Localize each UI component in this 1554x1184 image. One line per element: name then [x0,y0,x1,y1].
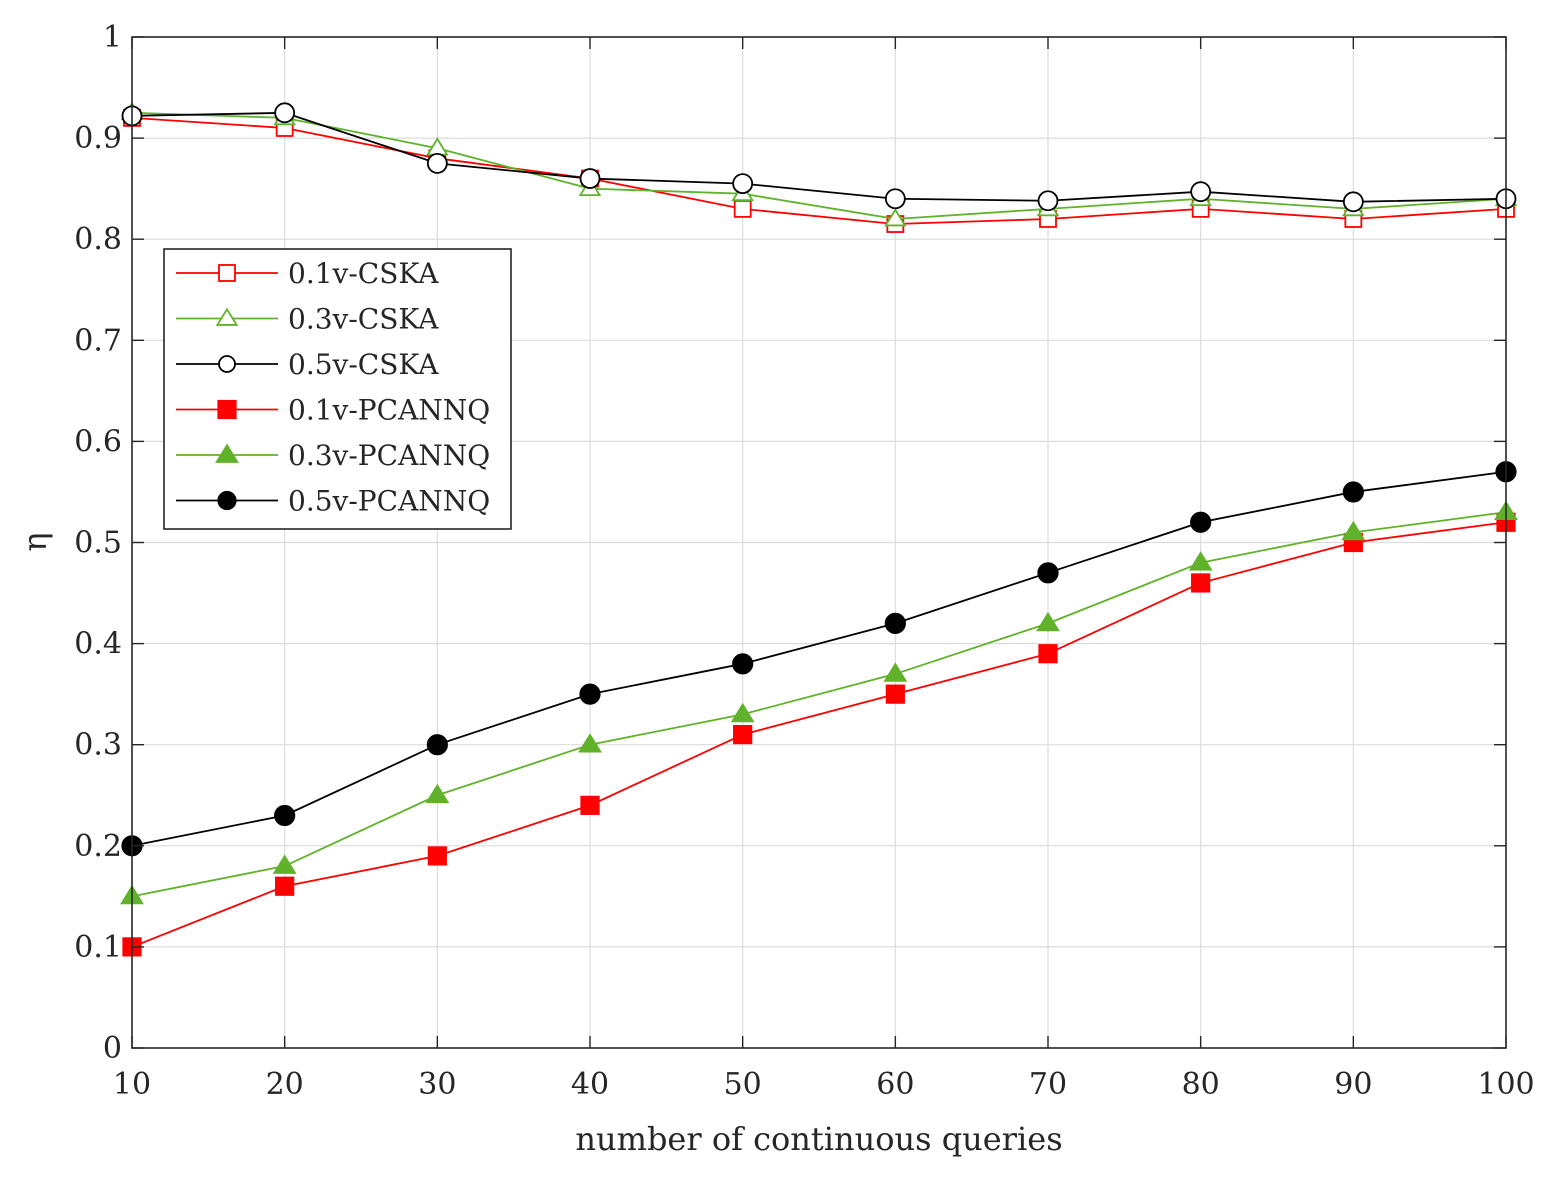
x-axis-label: number of continuous queries [575,1120,1062,1158]
x-tick-label: 20 [266,1067,304,1102]
data-point [1037,190,1059,212]
y-tick-label: 0.1 [74,930,122,965]
y-tick-label: 0.7 [74,323,122,358]
legend: 0.1v-CSKA 0.3v-CSKA 0.5v-CSKA 0.1v-PCANNQ 0.… [163,248,512,530]
y-tick-label: 0.4 [74,627,122,662]
legend-item: 0.3v-CSKA [176,303,439,336]
x-tick-label: 70 [1029,1067,1067,1102]
x-tick-label: 90 [1334,1067,1372,1102]
legend-marker [215,443,239,463]
data-point [426,734,448,756]
series-line [131,111,1507,220]
legend-label: 0.5v-CSKA [288,348,439,381]
series-line [131,511,1507,898]
data-point [1342,191,1364,213]
legend-item: 0.1v-PCANNQ [176,394,490,427]
y-tick-label: 0.8 [74,222,122,257]
series-0.5v-CSKA [121,102,1517,213]
data-point [272,854,297,874]
data-point [1190,511,1212,533]
legend-box [163,248,512,530]
data-point [425,783,450,804]
legend-marker [215,307,239,326]
legend-label: 0.3v-PCANNQ [288,439,490,472]
data-point [580,795,600,815]
data-point [885,684,905,704]
data-point [274,804,296,827]
legend-marker [218,264,236,282]
y-tick-label: 1 [103,20,122,55]
data-point [578,733,602,753]
legend-item: 0.5v-CSKA [176,348,439,381]
data-point [579,683,601,705]
y-tick-label: 0.9 [74,121,122,156]
y-tick-label: 0.3 [74,728,122,763]
legend-item: 0.3v-PCANNQ [176,439,490,472]
series-line [131,470,1507,847]
data-point [883,662,908,682]
data-point [1037,562,1059,584]
x-tick-label: 60 [876,1067,914,1102]
y-tick-label: 0.6 [74,424,122,459]
data-point [426,152,448,174]
series-line [131,116,1507,225]
data-point [427,846,447,866]
legend-label: 0.1v-CSKA [288,257,439,290]
series-0.5v-PCANNQ [121,461,1517,857]
data-point [884,188,906,210]
y-tick-label: 0.5 [74,526,122,561]
data-point [884,208,907,227]
x-tick-label: 10 [113,1067,151,1102]
legend-marker [217,399,237,420]
series-line [131,111,1507,203]
data-point [730,702,755,723]
data-point [1188,551,1213,571]
y-axis-label: η [16,532,54,551]
legend-label: 0.3v-CSKA [288,303,439,336]
series-lines [120,101,1518,957]
x-tick-label: 40 [571,1067,609,1102]
data-point [1191,573,1211,593]
data-point [733,724,753,745]
data-point [732,173,754,194]
data-point [884,612,906,634]
data-point [274,102,296,124]
axis-ticks: 10 20 30 40 50 60 70 80 90 100 0 0.1 0.2 0.3 0.4 0.5 0.6… [74,20,1534,1102]
data-point [732,653,754,675]
data-point [275,876,295,896]
x-tick-label: 50 [724,1067,762,1102]
data-point [1036,611,1060,632]
data-point [579,168,601,189]
series-0.3v-CSKA [120,101,1518,227]
series-line [131,521,1507,948]
legend-marker [217,490,237,511]
x-tick-label: 100 [1477,1067,1534,1102]
data-point [733,199,752,218]
legend-marker [218,355,236,373]
y-tick-label: 0.2 [74,829,122,864]
x-tick-label: 30 [418,1067,456,1102]
x-tick-label: 80 [1182,1067,1220,1102]
legend-item: 0.5v-PCANNQ [176,485,490,518]
data-point [1190,181,1212,203]
legend-label: 0.5v-PCANNQ [288,485,490,518]
data-point [1341,520,1366,541]
y-tick-label: 0 [103,1031,122,1066]
legend-label: 0.1v-PCANNQ [288,394,490,427]
legend-item: 0.1v-CSKA [176,257,439,290]
data-point [1342,481,1364,503]
data-point [1038,644,1058,664]
series-0.1v-PCANNQ [122,512,1516,957]
series-0.3v-PCANNQ [120,500,1518,905]
